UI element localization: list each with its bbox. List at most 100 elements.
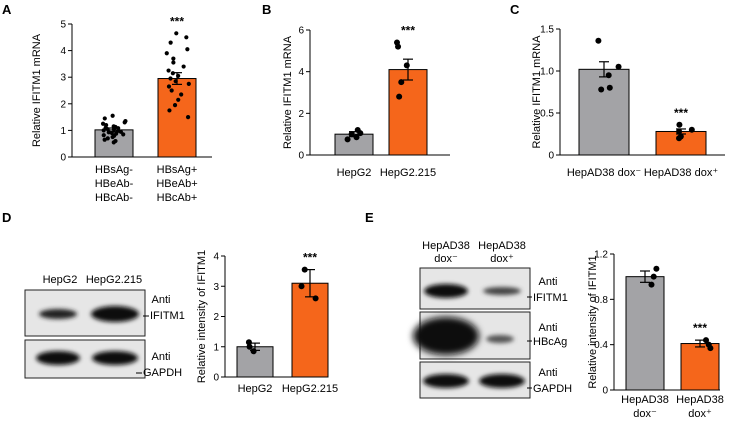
y-tick-label: 5 (60, 20, 66, 31)
y-tick-label: 0 (548, 151, 554, 162)
y-tick-label: 6 (298, 26, 304, 37)
blot-band (36, 351, 80, 365)
y-tick-label: 4 (298, 67, 304, 78)
y-tick-label: 4 (60, 46, 66, 57)
blot-e-row-label: Anti (539, 276, 558, 288)
data-point (113, 138, 118, 144)
significance-label: *** (401, 24, 415, 38)
data-point (171, 60, 176, 65)
data-point (179, 92, 184, 97)
blot-e-lane-label: dox⁺ (490, 253, 514, 265)
data-point (648, 281, 655, 288)
y-tick-label: 2 (298, 109, 304, 120)
blot-d-lane-label: HepG2.215 (86, 274, 142, 286)
y-tick-label: 2 (213, 312, 219, 323)
blot-band (479, 374, 525, 388)
blot-d-row-label: IFITM1 (150, 310, 185, 322)
data-point (676, 121, 683, 128)
y-tick-label: 1.5 (540, 25, 554, 36)
x-category-label: HepAD38 (676, 394, 724, 406)
x-category-label: HepAD38 (621, 394, 669, 406)
x-category-label: HBcAb+ (157, 192, 198, 204)
data-point (110, 113, 115, 118)
x-category-label: HBsAg- (95, 164, 133, 176)
data-point (102, 116, 107, 121)
data-point (246, 343, 253, 350)
blot-band (39, 309, 77, 319)
data-point (166, 68, 171, 73)
blot-e-lane-label: dox⁻ (434, 253, 458, 265)
data-point (105, 136, 110, 141)
panel-label-d: D (2, 210, 11, 225)
panel-label-a: A (2, 2, 12, 17)
blot-band (92, 351, 138, 365)
data-point (298, 283, 305, 290)
y-tick-label: 0 (60, 153, 66, 164)
blot-band (91, 306, 139, 322)
data-point (353, 134, 360, 141)
bar (578, 68, 630, 156)
chart-panel-a: 0 1 2 3 4 5 Relative IFITM1 mRNA HBsAg- HBeAb- HB… (31, 14, 212, 204)
data-point (171, 56, 176, 61)
data-point (169, 88, 174, 93)
data-point (595, 37, 602, 44)
data-point (705, 341, 712, 348)
data-point (403, 62, 410, 69)
x-category-label: HepG2.215 (282, 383, 338, 395)
data-point (168, 76, 173, 81)
panel-label-c: C (510, 2, 520, 17)
data-point (167, 108, 172, 113)
data-point (186, 81, 191, 86)
blot-e-row-label: Anti (539, 367, 558, 379)
y-axis-label: Relative IFITM1 mRNA (31, 33, 43, 147)
x-category-label: HepG2.215 (380, 167, 436, 179)
y-tick-label: 2 (60, 99, 66, 110)
data-point (185, 47, 190, 52)
data-point (245, 339, 252, 346)
data-point (168, 40, 173, 45)
y-tick-label: 0 (298, 151, 304, 162)
data-point (301, 266, 308, 273)
data-point (185, 115, 191, 120)
data-point (184, 35, 189, 40)
data-point (396, 93, 403, 100)
data-point (393, 39, 400, 46)
bar (625, 276, 665, 391)
data-point (344, 136, 351, 143)
chart-panel-b: 0 2 4 6 Relative IFITM1 mRNA HepG2 *** HepG2.21… (282, 24, 450, 179)
blot-band (423, 374, 469, 388)
x-category-label: HBeAb+ (156, 178, 197, 190)
x-category-label: HBsAg+ (157, 164, 198, 176)
y-axis-label: Relative IFITM1 mRNA (531, 35, 543, 149)
data-point (181, 64, 186, 69)
western-blot-e: HepAD38 dox⁻ HepAD38 dox⁺ Anti IFITM1 An… (413, 240, 572, 399)
blot-band (483, 287, 521, 295)
x-category-label: HBeAb- (95, 178, 134, 190)
blot-band (413, 317, 479, 355)
data-point (677, 133, 684, 140)
data-point (348, 131, 355, 138)
y-tick-label: 1 (60, 126, 66, 137)
chart-panel-d: 0 1 2 3 4 Relative intensity of IFITM1 HepG2 **… (196, 250, 338, 395)
bar (291, 282, 329, 378)
x-category-label: HBcAb- (95, 192, 133, 204)
data-point (703, 337, 710, 344)
x-category-label: HepG2 (238, 383, 273, 395)
x-category-label: HepAD38 dox⁺ (644, 167, 718, 179)
data-point (615, 63, 622, 70)
data-point (100, 121, 106, 126)
blot-band (486, 335, 514, 343)
data-point (650, 273, 657, 280)
blot-d-row-label: Anti (152, 294, 171, 306)
data-point (653, 265, 660, 272)
bar (388, 69, 428, 156)
y-tick-label: 1.2 (594, 250, 608, 261)
bar (157, 78, 197, 158)
blot-e-row-label: HBcAg (533, 336, 567, 348)
significance-label: *** (170, 14, 184, 28)
y-tick-label: 3 (60, 73, 66, 84)
y-axis-label: Relative intensity of IFITM1 (196, 250, 208, 383)
